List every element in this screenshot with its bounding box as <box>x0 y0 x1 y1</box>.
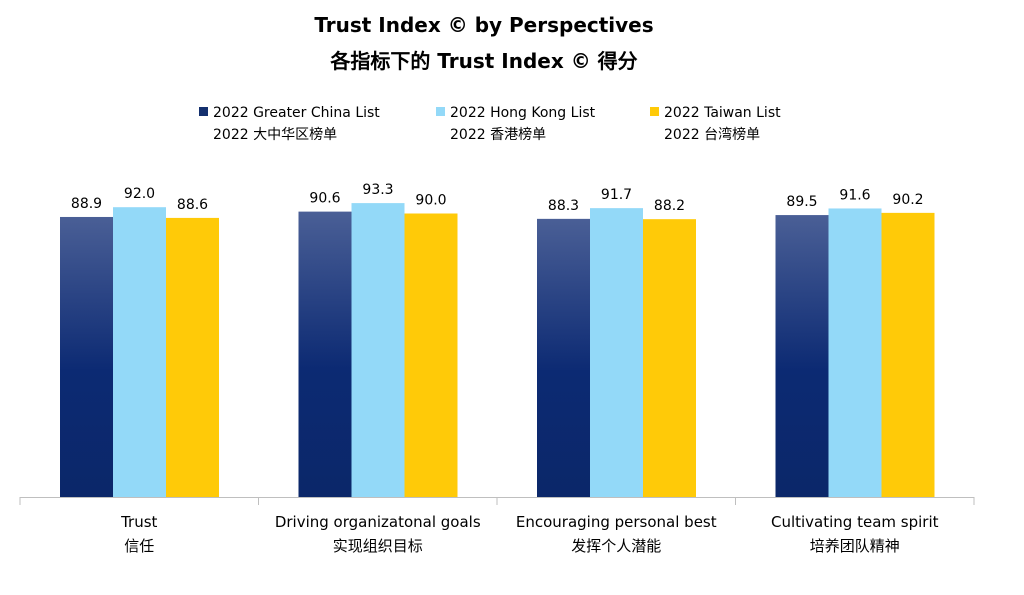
value-label: 88.2 <box>654 198 685 214</box>
bar-taiwan-2 <box>643 219 696 498</box>
value-label: 90.6 <box>309 191 340 207</box>
bar-greater-china-2 <box>537 218 590 498</box>
value-label: 90.0 <box>415 193 446 209</box>
legend-swatch <box>199 107 208 116</box>
legend-label-zh: 2022 台湾榜单 <box>664 126 760 143</box>
chart-title: Trust Index © by Perspectives <box>314 13 653 37</box>
bar-greater-china-0 <box>60 216 113 497</box>
value-label: 93.3 <box>362 182 393 198</box>
value-label: 89.5 <box>786 194 817 210</box>
bar-greater-china-3 <box>775 215 829 497</box>
bar-greater-china-1 <box>298 211 352 498</box>
bar-taiwan-0 <box>166 217 219 497</box>
bars-group: 88.9 92.0 88.6 90.6 93.3 90.0 88.3 91.7 88.2 89.5… <box>60 182 935 498</box>
category-label-zh: 培养团队精神 <box>810 537 900 555</box>
value-label: 91.7 <box>601 187 632 203</box>
legend-swatch <box>436 107 445 116</box>
legend-label-en: 2022 Taiwan List <box>664 105 781 121</box>
value-label: 91.6 <box>839 187 870 203</box>
bar-hong-kong-0 <box>113 207 166 497</box>
value-label: 88.9 <box>71 196 102 212</box>
bar-taiwan-1 <box>404 213 458 497</box>
category-label-zh: 发挥个人潜能 <box>571 537 661 555</box>
value-label: 92.0 <box>124 186 155 202</box>
chart-subtitle: 各指标下的 Trust Index © 得分 <box>329 49 637 73</box>
value-label: 88.6 <box>177 197 208 213</box>
category-label-zh: 实现组织目标 <box>333 537 423 555</box>
category-label-en: Cultivating team spirit <box>771 513 939 531</box>
legend-label-zh: 2022 大中华区榜单 <box>213 126 337 143</box>
category-label-en: Trust <box>120 513 157 531</box>
category-label-en: Encouraging personal best <box>516 513 717 531</box>
legend-label-en: 2022 Hong Kong List <box>450 105 596 121</box>
category-label-zh: 信任 <box>124 537 154 555</box>
x-axis: Trust 信任 Driving organizatonal goals 实现组织目标… <box>19 497 975 555</box>
legend-label-en: 2022 Greater China List <box>213 105 380 121</box>
category-label-en: Driving organizatonal goals <box>275 513 481 531</box>
legend-swatch <box>650 107 659 116</box>
value-label: 88.3 <box>548 198 579 214</box>
legend-label-zh: 2022 香港榜单 <box>450 126 546 143</box>
bar-hong-kong-1 <box>351 203 405 498</box>
bar-hong-kong-3 <box>828 208 882 497</box>
value-label: 90.2 <box>892 192 923 208</box>
legend: 2022 Greater China List 2022 大中华区榜单 2022 H… <box>199 105 781 143</box>
bar-taiwan-3 <box>881 212 935 497</box>
bar-hong-kong-2 <box>590 208 643 497</box>
